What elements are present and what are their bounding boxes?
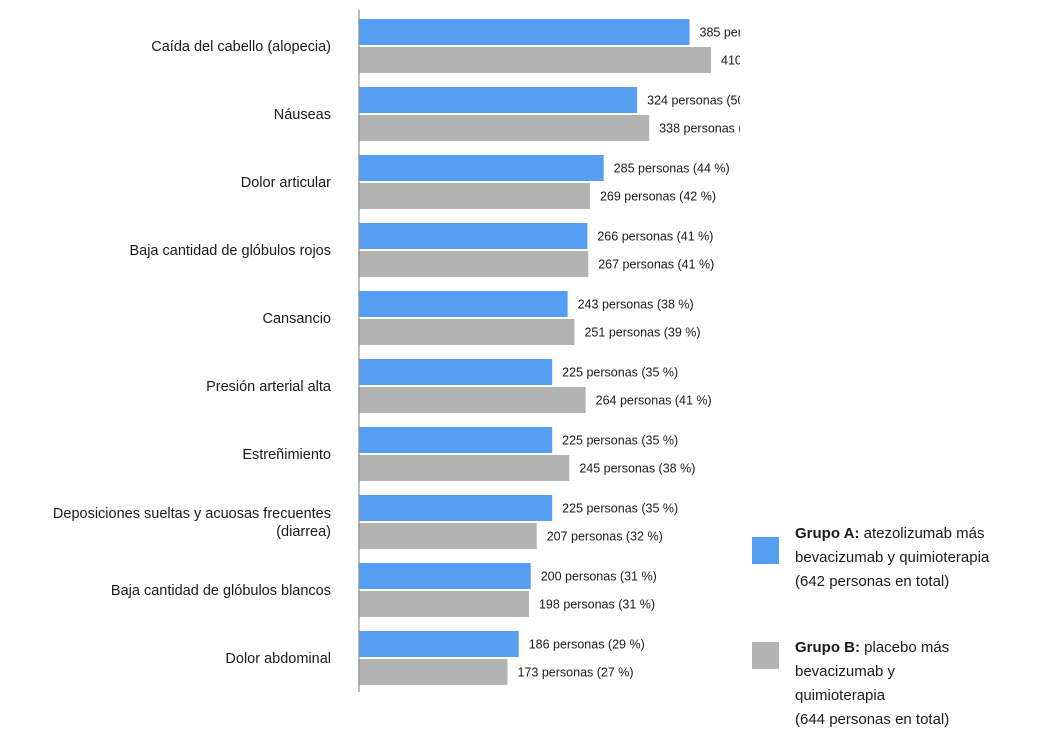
category-label: Náuseas: [274, 107, 331, 123]
bar-group-b: [359, 115, 650, 141]
legend-line: bevacizumab y quimioterapia: [795, 549, 990, 566]
value-label: 225 personas (35 %): [562, 434, 678, 448]
category-label: Dolor articular: [241, 175, 331, 191]
bar-group-a: [359, 87, 638, 113]
bar-group-a: [359, 495, 553, 521]
bar-group-a: [359, 223, 588, 249]
legend-swatch-group-a: [752, 537, 779, 564]
value-label: 200 personas (31 %): [541, 570, 657, 584]
bar-group-a: [359, 359, 553, 385]
legend-swatch-group-b: [752, 642, 779, 669]
value-label: 251 personas (39 %): [584, 326, 700, 340]
legend-line: atezolizumab más: [859, 525, 985, 542]
bar-group-a: [359, 155, 604, 181]
value-label: 173 personas (27 %): [518, 666, 634, 680]
chart-bars: [359, 19, 711, 685]
category-label: Baja cantidad de glóbulos blancos: [111, 583, 331, 599]
category-label: Caída del cabello (alopecia): [151, 39, 331, 55]
legend-line: bevacizumab y: [795, 663, 896, 680]
value-label: 324 personas (50 %): [647, 94, 740, 108]
value-label: 225 personas (35 %): [562, 502, 678, 516]
value-label: 285 personas (44 %): [614, 162, 730, 176]
bar-group-b: [359, 659, 508, 685]
legend-line: (642 personas en total): [795, 573, 950, 590]
bar-group-b: [359, 387, 586, 413]
bar-group-a: [359, 563, 531, 589]
value-label: 338 personas (52 %): [659, 122, 740, 136]
value-label: 245 personas (38 %): [579, 462, 695, 476]
value-label: 243 personas (38 %): [578, 298, 694, 312]
legend-title-group-b: Grupo B:: [795, 639, 860, 656]
value-label: 385 personas (60 %): [700, 26, 740, 40]
legend-line: (644 personas en total): [795, 711, 950, 728]
bar-group-a: [359, 631, 519, 657]
category-label: Presión arterial alta: [206, 379, 332, 395]
value-labels: 385 personas (60 %) 410 personas (64 %) 32…: [518, 26, 740, 680]
bar-group-b: [359, 591, 529, 617]
value-label: 410 personas (64 %): [721, 54, 740, 68]
value-label: 186 personas (29 %): [529, 638, 645, 652]
legend-line: quimioterapia: [795, 687, 886, 704]
value-label: 225 personas (35 %): [562, 366, 678, 380]
category-label: Baja cantidad de glóbulos rojos: [129, 243, 331, 259]
bar-group-a: [359, 427, 553, 453]
legend-text-group-b: Grupo B: placebo más bevacizumab y quimi…: [795, 636, 1035, 732]
category-label: (diarrea): [276, 524, 331, 540]
bar-group-a: [359, 19, 690, 45]
category-label: Dolor abdominal: [225, 651, 331, 667]
bar-chart: Caída del cabello (alopecia) Náuseas Dolor…: [53, 10, 740, 692]
category-label: Cansancio: [262, 311, 331, 327]
bar-group-b: [359, 455, 570, 481]
bar-group-b: [359, 251, 589, 277]
legend-title-group-a: Grupo A:: [795, 525, 860, 542]
value-label: 207 personas (32 %): [547, 530, 663, 544]
value-label: 269 personas (42 %): [600, 190, 716, 204]
legend-text-group-a: Grupo A: atezolizumab más bevacizumab y …: [795, 522, 1035, 594]
category-label: Deposiciones sueltas y acuosas frecuente…: [53, 506, 331, 522]
bar-group-b: [359, 47, 711, 73]
value-label: 266 personas (41 %): [597, 230, 713, 244]
bar-group-a: [359, 291, 568, 317]
value-label: 267 personas (41 %): [598, 258, 714, 272]
value-label: 198 personas (31 %): [539, 598, 655, 612]
bar-group-b: [359, 523, 537, 549]
bar-group-b: [359, 183, 590, 209]
legend-line: placebo más: [860, 639, 950, 656]
category-label: Estreñimiento: [242, 447, 331, 463]
value-label: 264 personas (41 %): [596, 394, 712, 408]
bar-group-b: [359, 319, 575, 345]
category-labels: Caída del cabello (alopecia) Náuseas Dolor…: [53, 39, 332, 667]
